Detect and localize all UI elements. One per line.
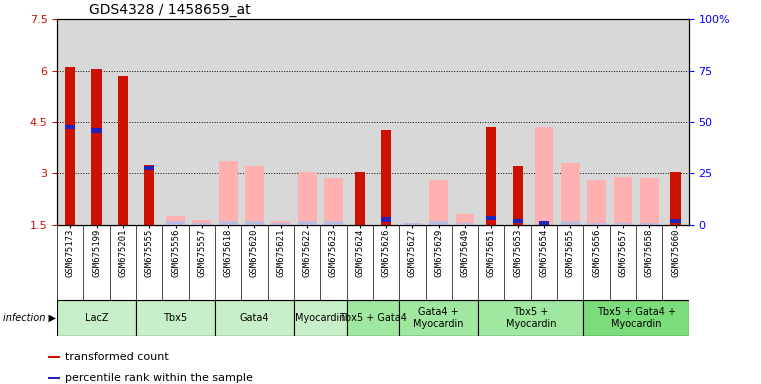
Bar bbox=[670, 172, 680, 225]
Bar bbox=[136, 300, 215, 336]
Bar bbox=[324, 221, 342, 225]
Bar bbox=[272, 223, 290, 225]
Bar bbox=[478, 300, 584, 336]
Text: Myocardin: Myocardin bbox=[295, 313, 345, 323]
Bar bbox=[403, 223, 422, 225]
Bar bbox=[561, 163, 580, 225]
Bar bbox=[193, 220, 212, 225]
Bar bbox=[245, 166, 264, 225]
Bar bbox=[640, 179, 658, 225]
Bar bbox=[272, 221, 290, 225]
Bar bbox=[486, 127, 496, 225]
Bar bbox=[324, 179, 342, 225]
Bar bbox=[298, 221, 317, 225]
Text: transformed count: transformed count bbox=[65, 352, 169, 362]
Bar bbox=[381, 217, 391, 222]
Text: LacZ: LacZ bbox=[84, 313, 108, 323]
Bar bbox=[534, 127, 553, 225]
Text: Tbx5 + Gata4: Tbx5 + Gata4 bbox=[339, 313, 407, 323]
Bar bbox=[456, 223, 474, 225]
Bar bbox=[381, 131, 391, 225]
Text: Gata4 +
Myocardin: Gata4 + Myocardin bbox=[413, 307, 464, 329]
Text: percentile rank within the sample: percentile rank within the sample bbox=[65, 373, 253, 383]
Text: Gata4: Gata4 bbox=[240, 313, 269, 323]
Bar bbox=[400, 300, 478, 336]
Bar bbox=[355, 172, 365, 225]
Text: Tbx5: Tbx5 bbox=[164, 313, 187, 323]
Text: Tbx5 + Gata4 +
Myocardin: Tbx5 + Gata4 + Myocardin bbox=[597, 307, 676, 329]
Bar bbox=[403, 223, 422, 225]
Bar bbox=[91, 128, 102, 132]
Text: Tbx5 +
Myocardin: Tbx5 + Myocardin bbox=[505, 307, 556, 329]
Bar bbox=[144, 165, 154, 225]
Bar bbox=[456, 214, 474, 225]
Bar bbox=[166, 221, 185, 225]
Bar bbox=[429, 221, 448, 225]
Bar bbox=[539, 221, 549, 225]
Bar bbox=[584, 300, 689, 336]
Bar bbox=[91, 69, 102, 225]
Bar bbox=[65, 125, 75, 129]
Bar bbox=[513, 166, 523, 225]
Bar bbox=[640, 223, 658, 225]
Bar bbox=[118, 76, 128, 225]
Text: GDS4328 / 1458659_at: GDS4328 / 1458659_at bbox=[88, 3, 250, 17]
Bar bbox=[670, 219, 680, 223]
Bar bbox=[49, 356, 60, 358]
Bar bbox=[613, 177, 632, 225]
Bar bbox=[166, 216, 185, 225]
Bar bbox=[561, 221, 580, 225]
Bar bbox=[587, 180, 606, 225]
Bar bbox=[65, 67, 75, 225]
Bar bbox=[215, 300, 294, 336]
Bar bbox=[486, 216, 496, 220]
Bar bbox=[57, 300, 136, 336]
Bar bbox=[218, 161, 237, 225]
Bar bbox=[245, 221, 264, 225]
Bar bbox=[613, 223, 632, 225]
Bar bbox=[49, 377, 60, 379]
Bar bbox=[513, 219, 523, 223]
Bar bbox=[294, 300, 346, 336]
Bar bbox=[193, 223, 212, 225]
Bar bbox=[218, 221, 237, 225]
Text: infection ▶: infection ▶ bbox=[3, 313, 56, 323]
Bar bbox=[144, 166, 154, 170]
Bar bbox=[298, 172, 317, 225]
Bar bbox=[587, 223, 606, 225]
Bar bbox=[346, 300, 400, 336]
Bar bbox=[429, 180, 448, 225]
